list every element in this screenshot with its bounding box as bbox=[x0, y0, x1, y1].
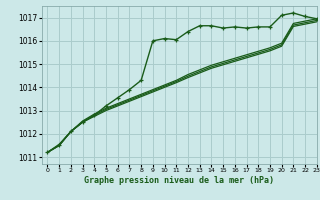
X-axis label: Graphe pression niveau de la mer (hPa): Graphe pression niveau de la mer (hPa) bbox=[84, 176, 274, 185]
